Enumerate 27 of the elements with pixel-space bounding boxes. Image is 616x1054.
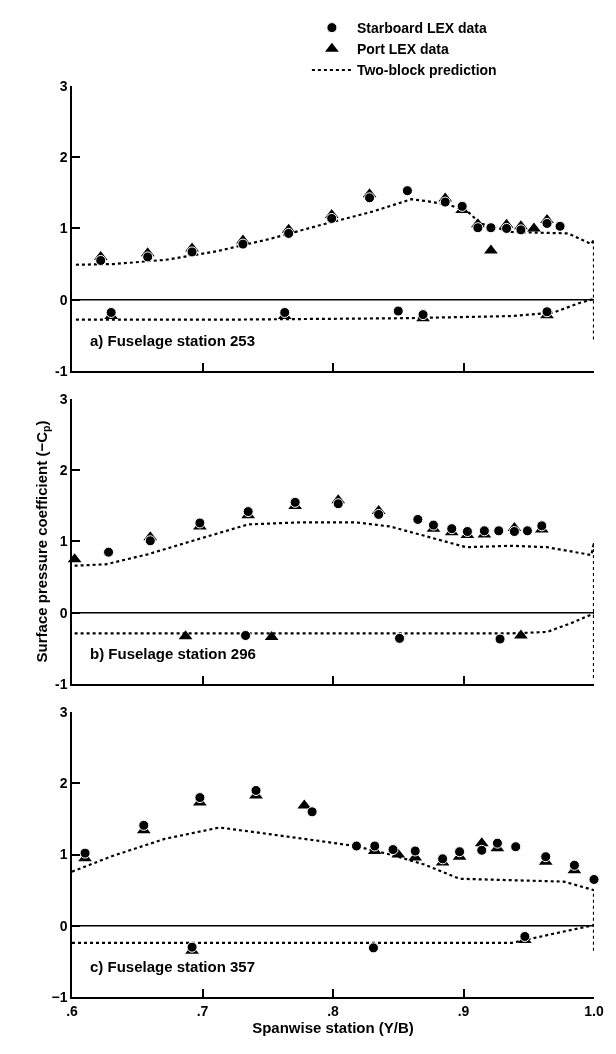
y-tick-label: 3 — [59, 77, 68, 94]
legend-label: Two-block prediction — [356, 62, 497, 79]
y-tick-label: -1 — [55, 675, 68, 692]
x-tick-label: .7 — [196, 1002, 209, 1019]
y-tick-label: 2 — [59, 775, 68, 792]
y-tick-label: 1 — [59, 533, 68, 550]
y-tick-label: 3 — [59, 390, 68, 407]
annotation: a) Fuselage station 253 — [90, 332, 256, 349]
y-tick-label: 1 — [59, 220, 68, 237]
y-tick-label: 3 — [59, 704, 68, 721]
x-tick-label: 1.0 — [584, 1002, 604, 1019]
legend-label: Starboard LEX data — [356, 20, 488, 37]
y-tick-label: 2 — [59, 462, 68, 479]
y-tick-label: −1 — [51, 988, 68, 1005]
x-tick-label: .6 — [66, 1002, 79, 1019]
annotation: b) Fuselage station 296 — [90, 645, 256, 662]
y-tick-label: -1 — [55, 362, 68, 379]
y-tick-label: 1 — [59, 846, 68, 863]
y-tick-label: 0 — [59, 291, 68, 308]
x-tick-label: .9 — [457, 1002, 470, 1019]
x-tick-label: .8 — [327, 1002, 340, 1019]
annotation: c) Fuselage station 357 — [90, 958, 256, 975]
y-tick-label: 0 — [59, 917, 68, 934]
x-axis-title: Spanwise station (Y/B) — [252, 1018, 414, 1036]
y-tick-label: 2 — [59, 149, 68, 166]
y-tick-label: 0 — [59, 604, 68, 621]
legend-label: Port LEX data — [356, 41, 449, 58]
